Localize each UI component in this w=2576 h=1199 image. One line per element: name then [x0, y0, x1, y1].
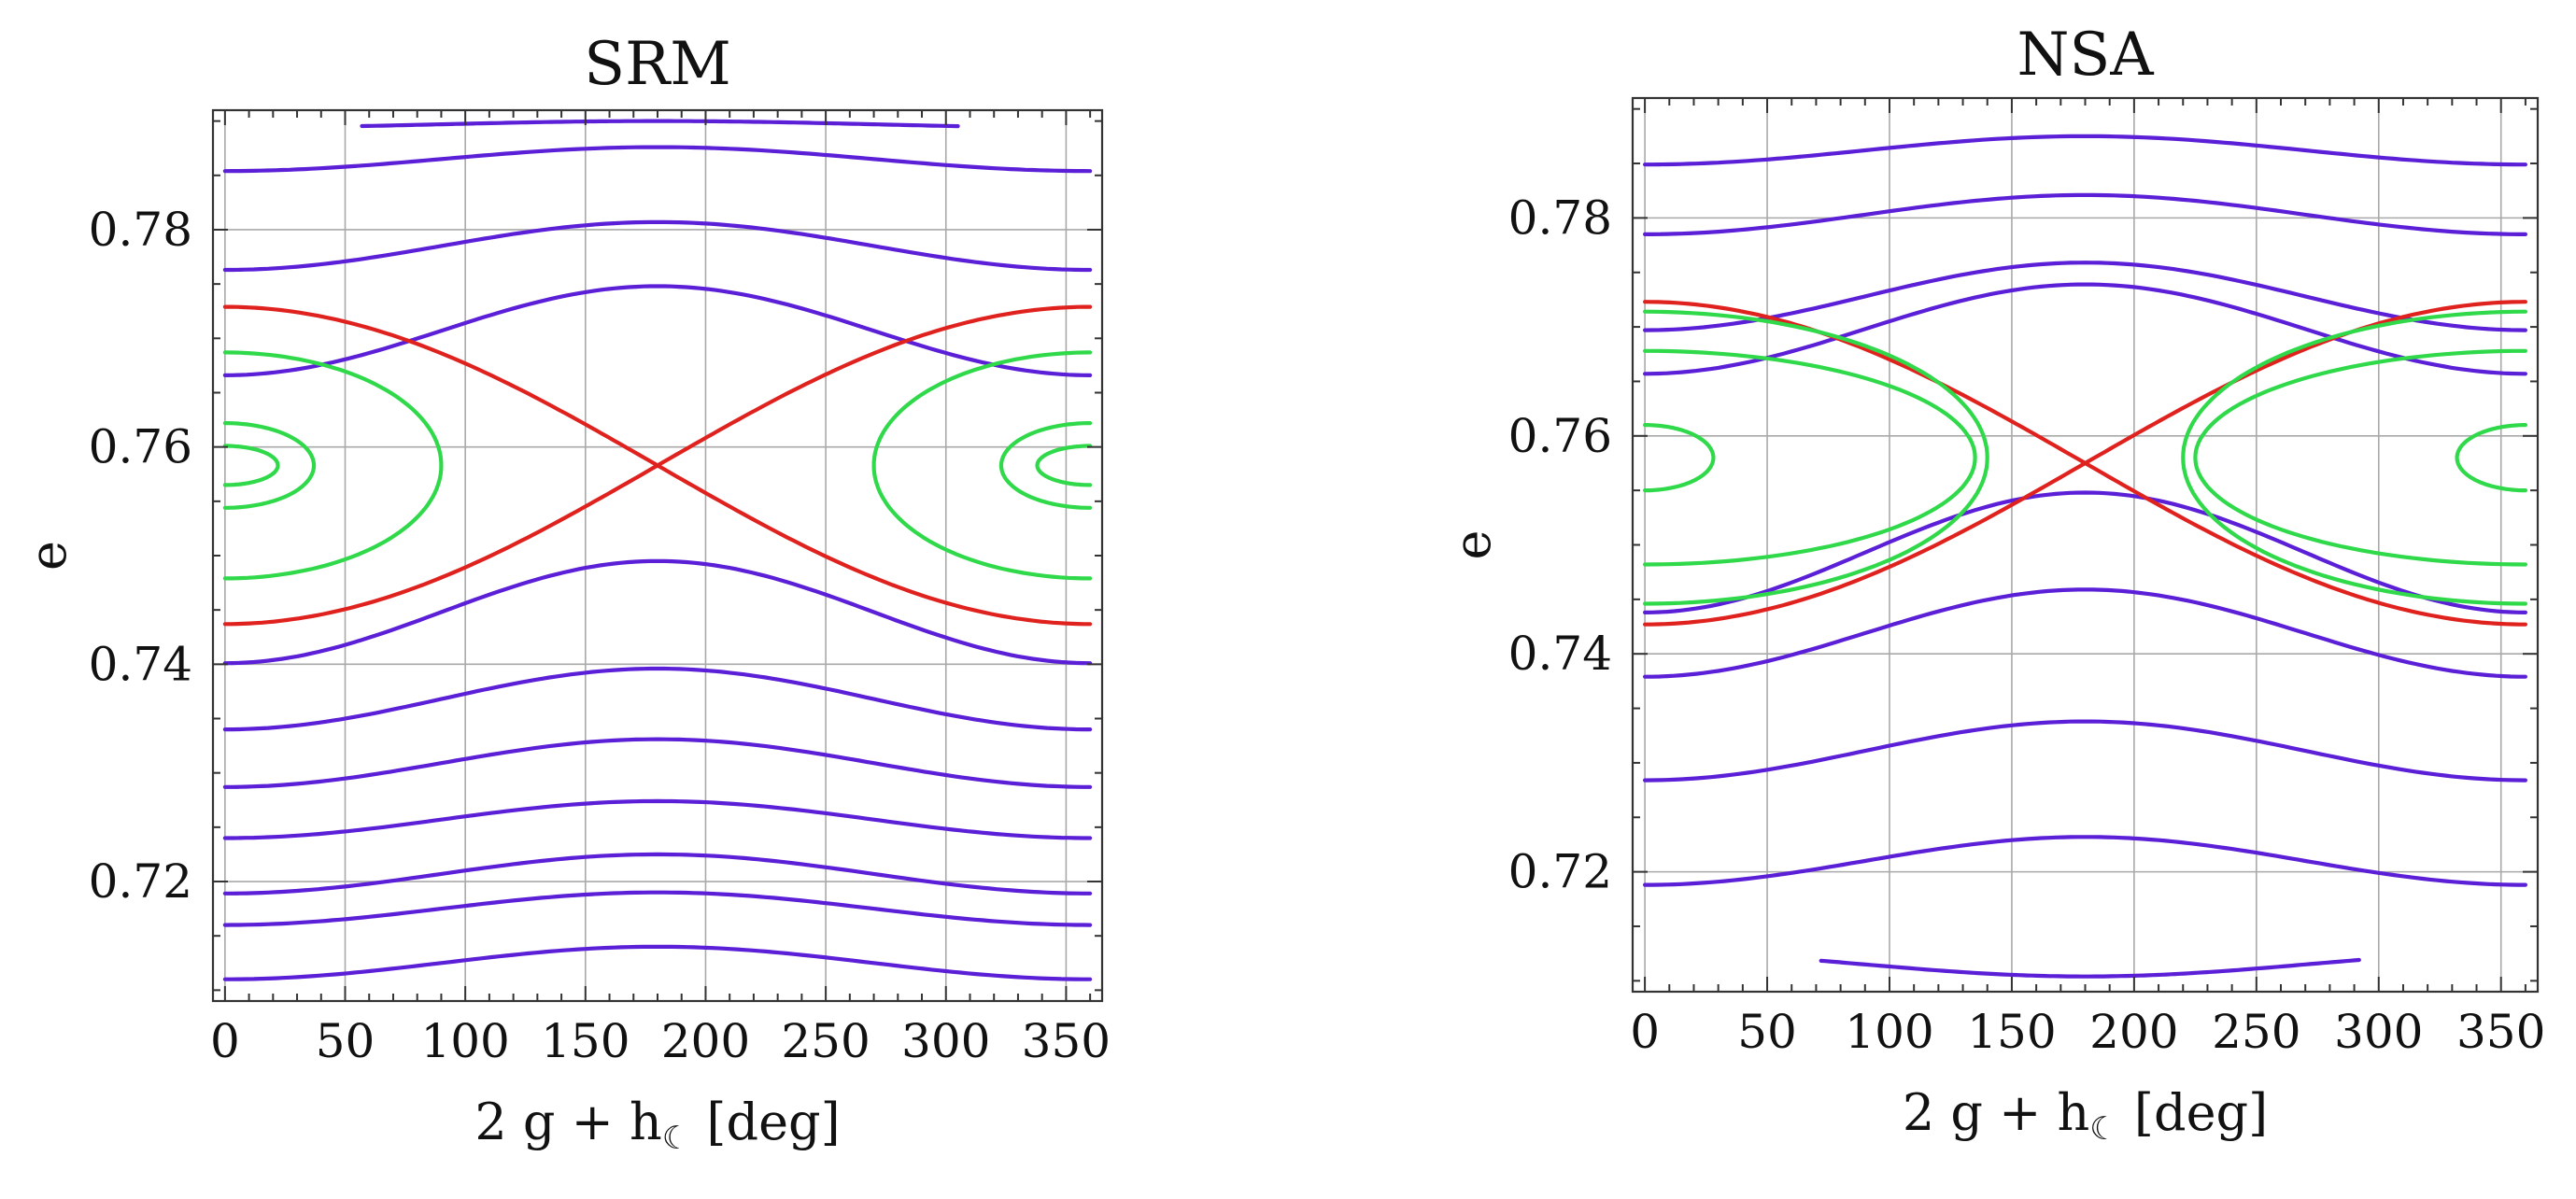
contour-circ-6 [222, 737, 1093, 789]
contour-circ-4 [222, 558, 1093, 666]
panel-srm: SRM 0 50 100 150 200 250 300 350 0.72 0.74 0.76 0.78… [19, 30, 1111, 1157]
x-tick-label: 300 [901, 1014, 990, 1068]
x-axis-label: 2 g + h☾ [deg] [474, 1093, 840, 1157]
contour-libration-mid-left [222, 421, 317, 510]
contour-circ-5 [222, 666, 1093, 732]
x-tick-label: 200 [661, 1014, 750, 1068]
contour-circ-7 [222, 798, 1093, 840]
x-tick-label: 0 [1630, 1005, 1660, 1059]
contour-circ-8 [222, 852, 1093, 896]
contour-libration-inner-left [222, 444, 280, 487]
curves [222, 119, 1093, 981]
x-axis-label: 2 g + h☾ [deg] [1903, 1083, 2268, 1148]
x-axis-label-unit: [deg] [690, 1093, 840, 1151]
ticks [213, 110, 1102, 1001]
contour-libration-mid-right [998, 421, 1093, 510]
y-tick-label: 0.76 [89, 420, 192, 474]
ticks [1633, 98, 2538, 992]
chart-title: SRM [584, 30, 731, 99]
contour-circ-top [360, 119, 960, 129]
y-tick-label: 0.74 [89, 637, 192, 691]
contour-libration-outer-right [2181, 309, 2527, 606]
contour-circ-4 [1643, 282, 2527, 376]
contour-circ-1 [1643, 134, 2527, 167]
contour-libration-outer-right [871, 350, 1093, 581]
contour-circ-2 [222, 219, 1093, 273]
contour-separatrix-lower [1643, 300, 2527, 627]
contour-libration-mid-left [1643, 348, 1977, 567]
contour-libration-inner-right [1035, 444, 1093, 487]
x-tick-label: 50 [1737, 1005, 1797, 1059]
contour-separatrix-lower [222, 304, 1093, 627]
x-axis-label-main: 2 g + h [474, 1093, 661, 1151]
contour-circ-3 [222, 284, 1093, 377]
curves [1643, 134, 2527, 979]
contour-libration-outer-left [1643, 309, 1989, 606]
contour-libration-inner-right [2455, 423, 2527, 493]
x-tick-label: 250 [2212, 1005, 2300, 1059]
moon-subscript: ☾ [2089, 1110, 2117, 1148]
contour-circ-8 [1643, 835, 2527, 887]
contour-circ-2 [1643, 192, 2527, 236]
panel-nsa: NSA 0 50 100 150 200 250 300 350 0.72 0.74 0.76 0.78… [1443, 21, 2545, 1148]
x-tick-label: 50 [316, 1014, 375, 1068]
x-tick-label: 350 [2456, 1005, 2545, 1059]
x-tick-label: 150 [541, 1014, 630, 1068]
x-tick-label: 350 [1022, 1014, 1111, 1068]
y-tick-label: 0.78 [1508, 190, 1612, 245]
x-tick-label: 100 [1845, 1005, 1933, 1059]
chart-title: NSA [2017, 21, 2154, 90]
y-tick-label: 0.72 [1508, 845, 1612, 899]
contour-circ-7 [1643, 719, 2527, 783]
x-axis-label-unit: [deg] [2118, 1083, 2268, 1142]
y-axis-label: e [19, 541, 78, 571]
moon-subscript: ☾ [662, 1120, 690, 1157]
contour-circ-6 [1643, 587, 2527, 679]
y-tick-label: 0.76 [1508, 409, 1612, 463]
y-tick-label: 0.78 [89, 203, 192, 257]
grid [213, 110, 1102, 1001]
contour-circ-9 [222, 890, 1093, 927]
contour-libration-mid-right [2193, 348, 2527, 567]
x-tick-label: 150 [1967, 1005, 2056, 1059]
x-tick-label: 100 [420, 1014, 509, 1068]
grid [1633, 98, 2538, 992]
contour-libration-outer-left [222, 350, 444, 581]
contour-circ-5 [1643, 490, 2527, 614]
y-tick-label: 0.74 [1508, 627, 1612, 681]
contour-circ-3 [1643, 261, 2527, 332]
contour-libration-inner-left [1643, 423, 1716, 493]
x-tick-label: 200 [2089, 1005, 2178, 1059]
x-tick-label: 250 [781, 1014, 870, 1068]
contour-circ-10 [222, 944, 1093, 981]
x-tick-label: 300 [2334, 1005, 2423, 1059]
y-tick-label: 0.72 [89, 854, 192, 909]
contour-circ-bottom [1819, 957, 2361, 979]
y-axis-label: e [1443, 530, 1502, 560]
x-tick-label: 0 [210, 1014, 240, 1068]
contour-circ-1 [222, 145, 1093, 174]
x-axis-label-main: 2 g + h [1903, 1083, 2089, 1142]
